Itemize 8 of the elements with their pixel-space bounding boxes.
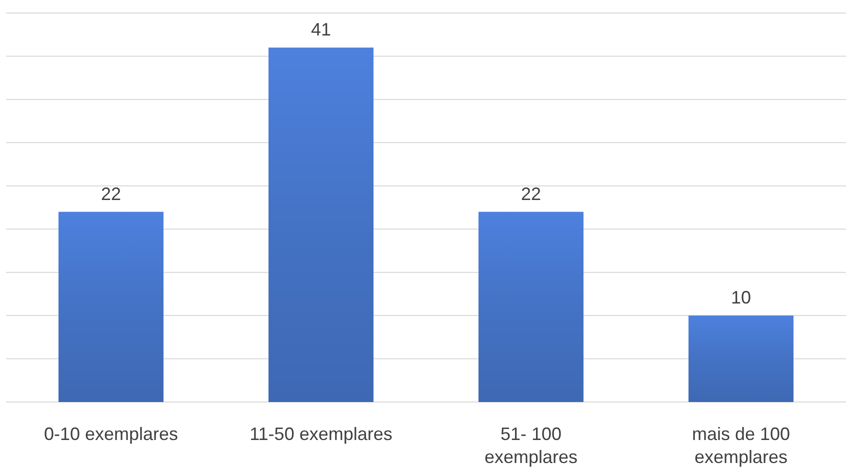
x-tick-label: 11-50 exemplares xyxy=(250,424,392,444)
data-label: 22 xyxy=(100,184,122,204)
data-label: 41 xyxy=(310,20,332,40)
x-tick-label: mais de 100 exemplares xyxy=(692,424,790,467)
x-tick-label: 0-10 exemplares xyxy=(44,424,178,444)
x-tick-label: 51- 100 exemplares xyxy=(484,424,578,467)
data-label: 22 xyxy=(520,184,542,204)
data-label: 10 xyxy=(730,288,752,308)
